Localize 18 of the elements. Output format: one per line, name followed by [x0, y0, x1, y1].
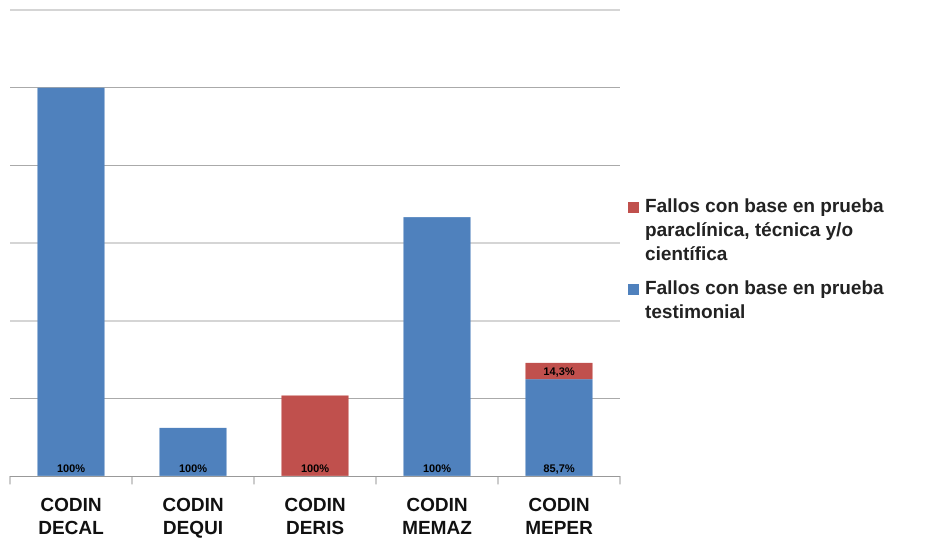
x-tick-label: CODIN DECAL	[38, 495, 104, 539]
bar	[37, 88, 105, 476]
annotation: 100%	[300, 462, 330, 475]
bar	[159, 428, 227, 476]
x-tick-label: CODIN MEPER	[525, 495, 594, 539]
x-tick-label: CODIN DEQUI	[162, 495, 224, 539]
legend-label: Fallos con base en prueba testimonial	[645, 277, 885, 325]
annotation: 14,3%	[543, 366, 575, 378]
annotation: 100%	[422, 462, 452, 475]
bar	[525, 379, 593, 476]
x-tick-label: CODIN DERIS	[284, 495, 346, 539]
x-tick-label: CODIN MEMAZ	[402, 495, 472, 539]
bar	[403, 217, 471, 476]
legend-label: Fallos con base en prueba paraclínica, técnica y/o científica	[645, 195, 885, 267]
annotation: 100%	[56, 462, 86, 475]
annotation: 85,7%	[543, 462, 575, 475]
annotation: 100%	[178, 462, 208, 475]
bar	[281, 396, 349, 476]
